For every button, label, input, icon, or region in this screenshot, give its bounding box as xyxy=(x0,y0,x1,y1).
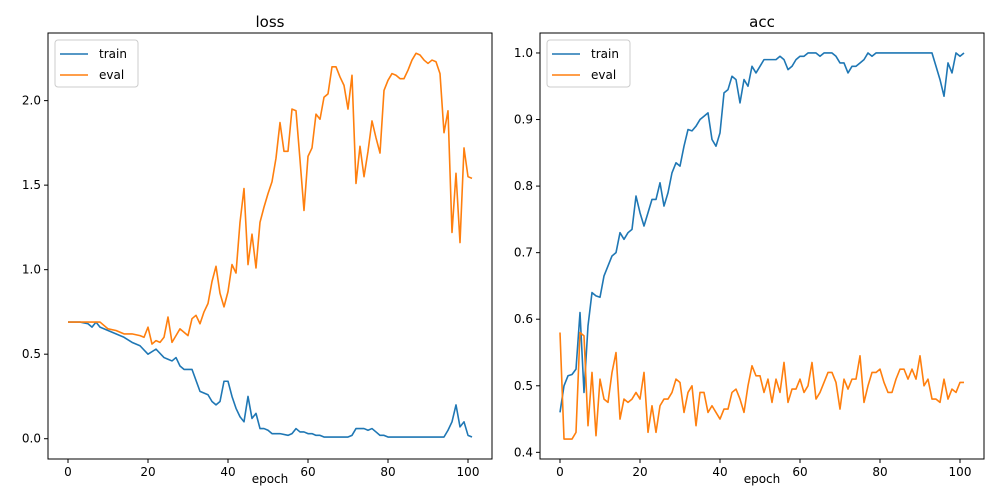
loss-ytick-label: 1.5 xyxy=(22,178,41,192)
loss-xlabel: epoch xyxy=(252,472,289,486)
acc-xtick-label: 40 xyxy=(712,465,727,479)
acc-ytick-label: 0.4 xyxy=(514,445,533,459)
acc-xticks: 0 20 40 60 80 100 xyxy=(556,459,971,479)
acc-xtick-label: 100 xyxy=(949,465,972,479)
acc-legend-eval-label: eval xyxy=(591,68,616,82)
loss-legend-train-label: train xyxy=(99,47,127,61)
loss-train-line xyxy=(68,321,473,438)
loss-yticks: 0.0 0.5 1.0 1.5 2.0 xyxy=(22,94,48,446)
loss-axes-frame xyxy=(47,32,493,460)
acc-ytick-label: 0.5 xyxy=(514,379,533,393)
loss-eval-line xyxy=(68,52,473,345)
acc-xlabel: epoch xyxy=(744,472,781,486)
loss-ytick-label: 1.0 xyxy=(22,263,41,277)
acc-ytick-label: 0.8 xyxy=(514,179,533,193)
acc-xtick-label: 80 xyxy=(872,465,887,479)
loss-lines xyxy=(68,52,473,438)
loss-ytick-label: 0.0 xyxy=(22,432,41,446)
acc-xtick-label: 0 xyxy=(556,465,564,479)
loss-panel: loss epoch 0 20 40 60 80 100 0.00.51.01.52.0 … xyxy=(22,13,493,486)
loss-xticks: 0 20 40 60 80 100 xyxy=(64,459,479,479)
loss-xtick-label: 80 xyxy=(380,465,395,479)
acc-ytick-label: 1.0 xyxy=(514,46,533,60)
acc-panel: acc epoch 0 20 40 60 80 100 0.40.50.60.70.80.… xyxy=(514,13,985,486)
acc-eval-line xyxy=(559,331,964,440)
loss-xtick-label: 100 xyxy=(457,465,480,479)
loss-legend: train eval xyxy=(54,39,139,88)
acc-ytick-label: 0.7 xyxy=(514,246,533,260)
acc-ytick-label: 0.6 xyxy=(514,312,533,326)
acc-train-line xyxy=(559,52,965,413)
acc-title: acc xyxy=(749,13,775,31)
acc-lines xyxy=(559,52,965,440)
acc-legend: train eval xyxy=(546,39,631,88)
loss-xtick-label: 20 xyxy=(140,465,155,479)
loss-legend-eval-label: eval xyxy=(99,68,124,82)
loss-ytick-label: 0.5 xyxy=(22,347,41,361)
acc-yticks: 0.4 0.5 0.6 0.7 0.8 0.9 1.0 xyxy=(514,46,540,459)
loss-xtick-label: 40 xyxy=(220,465,235,479)
loss-xtick-label: 60 xyxy=(300,465,315,479)
acc-ytick-label: 0.9 xyxy=(514,113,533,127)
acc-axes-frame xyxy=(539,32,985,460)
acc-xtick-label: 20 xyxy=(632,465,647,479)
loss-ytick-label: 2.0 xyxy=(22,94,41,108)
loss-title: loss xyxy=(256,13,285,31)
acc-xtick-label: 60 xyxy=(792,465,807,479)
loss-xtick-label: 0 xyxy=(64,465,72,479)
acc-legend-train-label: train xyxy=(591,47,619,61)
